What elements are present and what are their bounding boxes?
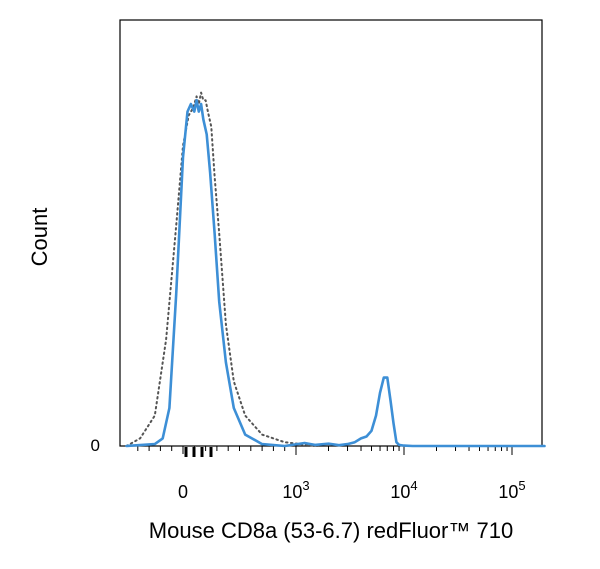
x-tick-base: 0: [178, 482, 188, 502]
x-tick-base: 10: [390, 482, 410, 502]
x-tick-exponent: 5: [518, 478, 525, 493]
series-layer: [125, 91, 546, 448]
x-axis-ticks: [137, 446, 513, 457]
y-tick-label: 0: [91, 436, 100, 455]
x-axis-label: Mouse CD8a (53-6.7) redFluor™ 710: [149, 518, 513, 543]
x-axis-marker: [192, 447, 196, 457]
x-tick-label: 104: [390, 478, 417, 502]
x-tick-label: 105: [498, 478, 525, 502]
x-axis-marker: [209, 447, 213, 457]
x-tick-base: 10: [498, 482, 518, 502]
y-axis-label: Count: [27, 208, 52, 267]
control-histogram-line: [125, 91, 319, 447]
x-tick-base: 10: [282, 482, 302, 502]
plot-frame: [119, 19, 543, 447]
x-tick-label: 103: [282, 478, 309, 502]
x-tick-exponent: 3: [302, 478, 309, 493]
x-tick-exponent: 4: [410, 478, 417, 493]
x-tick-label: 0: [178, 482, 188, 502]
stained-histogram-line: [125, 98, 546, 448]
x-axis-marker: [184, 447, 188, 457]
x-axis-marker: [200, 447, 204, 457]
plot-area-border: [119, 19, 543, 447]
